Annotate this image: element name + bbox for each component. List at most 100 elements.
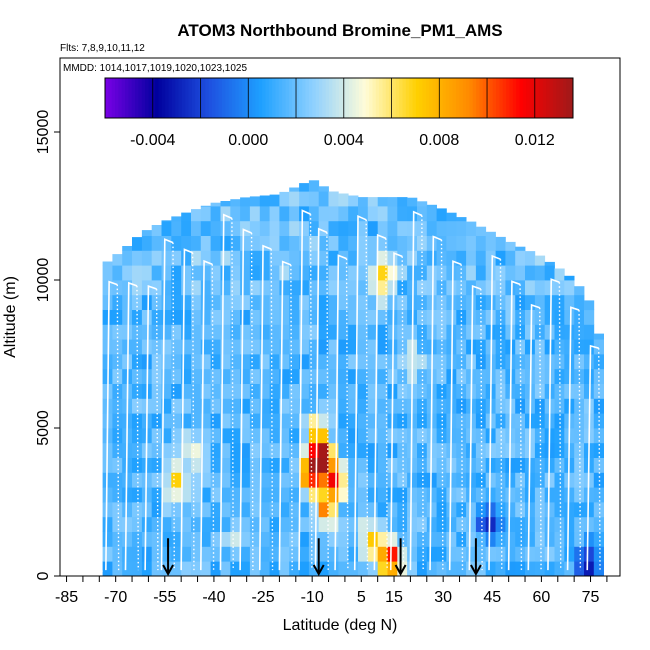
heatmap-cell xyxy=(132,324,143,340)
heatmap-cell xyxy=(279,339,290,355)
colorbar-swatch xyxy=(352,78,357,118)
heatmap-cell xyxy=(318,339,329,355)
heatmap-cell xyxy=(525,502,536,518)
heatmap-cell xyxy=(161,383,172,399)
heatmap-cell xyxy=(446,309,457,325)
heatmap-cell xyxy=(407,487,418,503)
heatmap-cell xyxy=(122,516,133,532)
heatmap-cell xyxy=(299,502,310,518)
heatmap-cell xyxy=(564,324,575,340)
heatmap-cell xyxy=(191,487,202,503)
heatmap-cell xyxy=(446,280,457,296)
heatmap-cell xyxy=(387,220,398,236)
heatmap-cell xyxy=(230,487,241,503)
heatmap-cell xyxy=(426,220,437,236)
flight-track-ascent xyxy=(507,280,521,571)
heatmap-cell xyxy=(191,309,202,325)
heatmap-cell xyxy=(348,428,359,444)
heatmap-cell xyxy=(220,457,231,473)
heatmap-cell xyxy=(289,235,300,251)
heatmap-cell xyxy=(299,235,310,251)
heatmap-cell xyxy=(230,516,241,532)
heatmap-cell xyxy=(593,546,604,562)
heatmap-cell xyxy=(161,502,172,518)
heatmap-cell xyxy=(446,250,457,266)
heatmap-cell xyxy=(436,398,447,414)
heatmap-cell xyxy=(564,339,575,355)
colorbar-swatch xyxy=(168,78,173,118)
heatmap-cell xyxy=(485,280,496,296)
colorbar-swatch xyxy=(432,78,437,118)
heatmap-cell xyxy=(456,368,467,384)
heatmap-cell xyxy=(200,205,211,207)
heatmap-cell xyxy=(495,516,506,532)
heatmap-cell xyxy=(299,324,310,340)
heatmap-cell xyxy=(210,339,221,355)
colorbar-swatch xyxy=(529,78,534,118)
heatmap-cell xyxy=(534,561,546,577)
colorbar-swatch xyxy=(456,78,460,118)
colorbar-swatch xyxy=(395,78,400,118)
flight-track-descent xyxy=(401,256,405,571)
heatmap-cell xyxy=(544,261,555,266)
heatmap-cell xyxy=(358,472,369,488)
colorbar-swatch xyxy=(345,78,350,118)
heatmap-cell xyxy=(240,487,251,503)
colorbar-swatch xyxy=(359,78,363,118)
heatmap-cell xyxy=(181,339,192,355)
heatmap-cell xyxy=(358,339,369,355)
heatmap-cell xyxy=(525,280,536,296)
heatmap-cell xyxy=(181,250,192,266)
heatmap-cell xyxy=(181,265,192,281)
heatmap-cell xyxy=(426,457,437,473)
heatmap-cell xyxy=(358,561,369,577)
flight-track-ascent xyxy=(373,233,387,571)
heatmap-cell xyxy=(584,546,595,562)
heatmap-cell xyxy=(141,516,153,532)
heatmap-cell xyxy=(318,487,329,503)
heatmap-cell xyxy=(505,241,516,251)
heatmap-cell xyxy=(151,502,162,518)
heatmap-cell xyxy=(299,457,310,473)
heatmap-cell xyxy=(456,294,467,310)
heatmap-cell xyxy=(348,354,359,370)
heatmap-cell xyxy=(367,220,378,236)
heatmap-cell xyxy=(515,324,526,340)
colorbar-swatch xyxy=(201,78,206,118)
heatmap-cell xyxy=(240,531,251,547)
heatmap-cell xyxy=(466,235,477,251)
colorbar-swatch xyxy=(181,78,186,118)
heatmap-cell xyxy=(328,368,339,384)
colorbar-swatch xyxy=(302,78,307,118)
heatmap-cell xyxy=(446,294,457,310)
heatmap-cell xyxy=(466,294,477,310)
heatmap-cell xyxy=(426,546,437,562)
heatmap-cell xyxy=(318,354,329,370)
flight-track-ascent xyxy=(160,238,174,571)
colorbar-swatch xyxy=(385,78,390,118)
heatmap-cell xyxy=(230,324,241,340)
heatmap-cell xyxy=(181,457,192,473)
heatmap-cell xyxy=(269,398,280,414)
heatmap-cell xyxy=(181,487,192,503)
heatmap-cell xyxy=(240,339,251,355)
heatmap-cell xyxy=(358,309,369,325)
heatmap-cell xyxy=(377,502,388,518)
heatmap-cell xyxy=(525,546,536,562)
colorbar-swatch xyxy=(429,78,434,118)
heatmap-cell xyxy=(387,265,398,281)
heatmap-cell xyxy=(200,220,211,236)
heatmap-cell xyxy=(426,531,437,547)
heatmap-cell xyxy=(377,206,388,222)
heatmap-cell xyxy=(249,487,261,503)
heatmap-cell xyxy=(191,339,202,355)
flight-track-ascent xyxy=(429,235,442,571)
heatmap-cell xyxy=(358,220,369,236)
heatmap-cell xyxy=(289,502,300,518)
heatmap-cell xyxy=(377,472,388,488)
heatmap-cell xyxy=(328,472,339,488)
heatmap-cell xyxy=(308,265,320,281)
heatmap-cell xyxy=(299,294,310,310)
heatmap-cell xyxy=(200,472,211,488)
heatmap-cell xyxy=(161,428,172,444)
